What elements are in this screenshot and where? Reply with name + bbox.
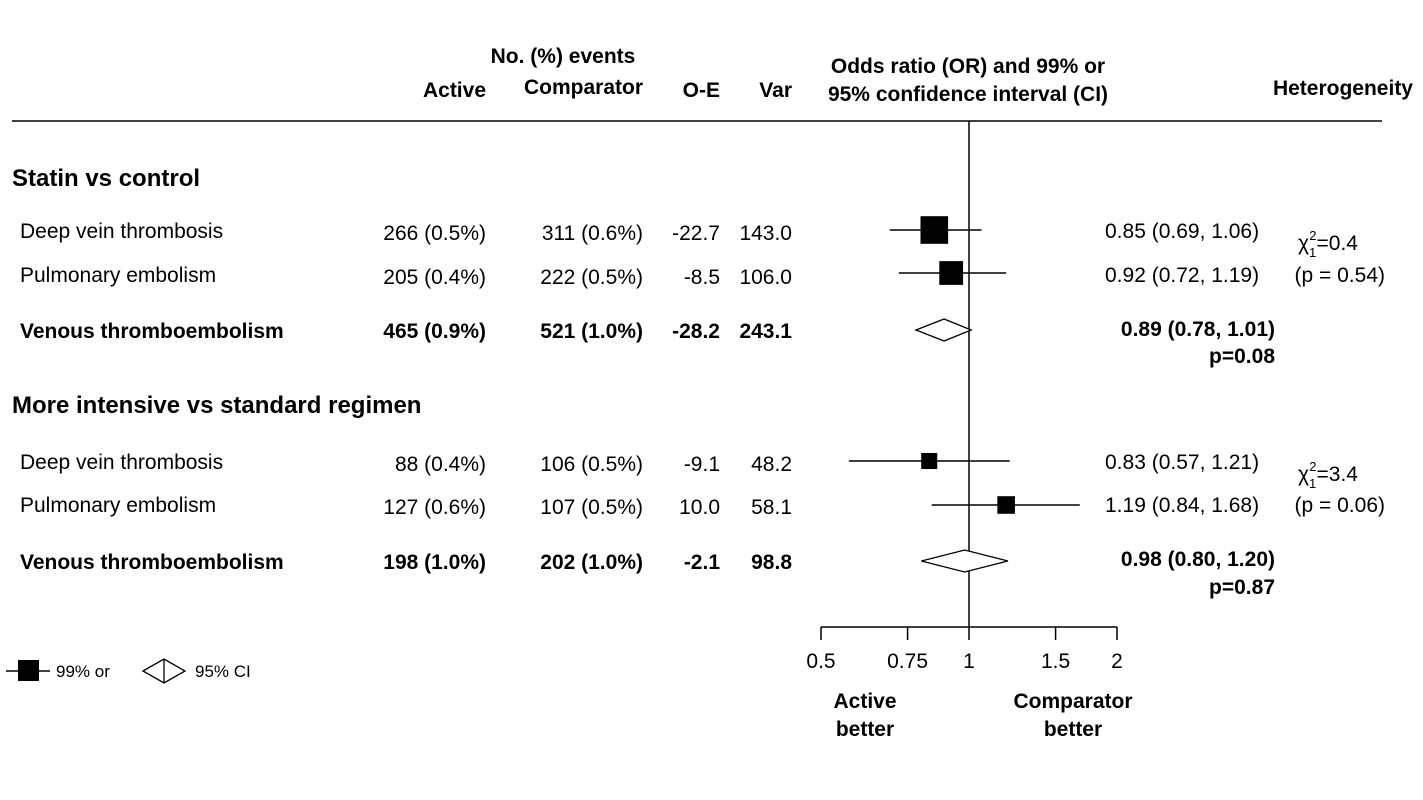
oe-value: -28.2 bbox=[672, 320, 720, 343]
row-label: Deep vein thrombosis bbox=[20, 451, 223, 474]
active-value: 266 (0.5%) bbox=[383, 222, 486, 245]
active-header: Active bbox=[423, 79, 486, 102]
or-ci-text: 0.98 (0.80, 1.20) bbox=[1121, 548, 1275, 571]
oe-value: -8.5 bbox=[684, 266, 720, 289]
var-value: 106.0 bbox=[739, 266, 792, 289]
x-tick-label: 0.5 bbox=[806, 650, 835, 673]
row-label: Pulmonary embolism bbox=[20, 494, 216, 517]
or-ci-text: 0.85 (0.69, 1.06) bbox=[1105, 220, 1259, 243]
active-value: 205 (0.4%) bbox=[383, 266, 486, 289]
comparator-better-label: Comparator bbox=[1013, 690, 1132, 713]
legend-square-icon bbox=[18, 660, 39, 681]
or-header-line2: 95% confidence interval (CI) bbox=[828, 83, 1108, 106]
oe-header: O-E bbox=[683, 79, 720, 102]
x-tick-label: 1 bbox=[963, 650, 975, 673]
or-ci-text: 1.19 (0.84, 1.68) bbox=[1105, 494, 1259, 517]
heterogeneity-chi: χ12=0.4 bbox=[1298, 228, 1358, 260]
comparator-value: 202 (1.0%) bbox=[540, 551, 643, 574]
oe-value: -9.1 bbox=[684, 453, 720, 476]
group-title: Statin vs control bbox=[12, 165, 200, 192]
var-value: 143.0 bbox=[739, 222, 792, 245]
summary-diamond bbox=[914, 318, 973, 342]
oe-value: -22.7 bbox=[672, 222, 720, 245]
heterogeneity-chi: χ12=3.4 bbox=[1298, 459, 1358, 491]
comparator-value: 107 (0.5%) bbox=[540, 496, 643, 519]
events-group-header: No. (%) events bbox=[491, 45, 636, 68]
active-better-label-2: better bbox=[836, 718, 894, 741]
comparator-header: Comparator bbox=[524, 76, 643, 99]
p-value: p=0.87 bbox=[1209, 576, 1275, 599]
p-value: p=0.08 bbox=[1209, 345, 1275, 368]
x-tick-label: 2 bbox=[1111, 650, 1123, 673]
oe-value: -2.1 bbox=[684, 551, 721, 574]
heterogeneity-p: (p = 0.06) bbox=[1295, 494, 1385, 517]
estimate-square bbox=[921, 452, 938, 470]
row-label: Venous thromboembolism bbox=[20, 320, 284, 343]
estimate-square bbox=[920, 216, 949, 244]
x-tick-label: 0.75 bbox=[887, 650, 928, 673]
group-statin: Statin vs control Deep vein thrombosis 2… bbox=[12, 165, 1385, 368]
var-value: 48.2 bbox=[751, 453, 792, 476]
comparator-value: 106 (0.5%) bbox=[540, 453, 643, 476]
var-value: 98.8 bbox=[751, 551, 792, 574]
var-header: Var bbox=[759, 79, 792, 102]
oe-value: 10.0 bbox=[679, 496, 720, 519]
comparator-value: 521 (1.0%) bbox=[540, 320, 643, 343]
heterogeneity-p: (p = 0.54) bbox=[1295, 264, 1385, 287]
or-ci-text: 0.92 (0.72, 1.19) bbox=[1105, 264, 1259, 287]
or-header-line1: Odds ratio (OR) and 99% or bbox=[831, 55, 1105, 78]
estimate-square bbox=[997, 496, 1015, 514]
row-label: Pulmonary embolism bbox=[20, 264, 216, 287]
x-tick-label: 1.5 bbox=[1041, 650, 1070, 673]
active-value: 465 (0.9%) bbox=[383, 320, 486, 343]
row-label: Deep vein thrombosis bbox=[20, 220, 223, 243]
active-better-label: Active bbox=[833, 690, 896, 713]
active-value: 198 (1.0%) bbox=[383, 551, 486, 574]
group-intensive: More intensive vs standard regimen Deep … bbox=[12, 392, 1385, 599]
legend-diamond-label: 95% CI bbox=[195, 662, 251, 681]
column-headers: No. (%) events Active Comparator O-E Var… bbox=[423, 45, 1413, 106]
x-axis: 0.5 0.75 1 1.5 2 bbox=[806, 626, 1123, 673]
active-value: 127 (0.6%) bbox=[383, 496, 486, 519]
summary-diamond bbox=[921, 549, 1009, 573]
estimate-square bbox=[939, 261, 964, 285]
comparator-value: 311 (0.6%) bbox=[542, 222, 643, 245]
legend: 99% or 95% CI bbox=[6, 658, 251, 684]
or-ci-text: 0.89 (0.78, 1.01) bbox=[1121, 318, 1275, 341]
or-ci-text: 0.83 (0.57, 1.21) bbox=[1105, 451, 1259, 474]
comparator-better-label-2: better bbox=[1044, 718, 1102, 741]
var-value: 58.1 bbox=[751, 496, 792, 519]
comparator-value: 222 (0.5%) bbox=[540, 266, 643, 289]
row-label: Venous thromboembolism bbox=[20, 551, 284, 574]
var-value: 243.1 bbox=[739, 320, 792, 343]
active-value: 88 (0.4%) bbox=[395, 453, 486, 476]
plot-marks bbox=[848, 216, 1080, 573]
group-title: More intensive vs standard regimen bbox=[12, 392, 421, 419]
legend-square-label: 99% or bbox=[56, 662, 110, 681]
heterogeneity-header: Heterogeneity bbox=[1273, 77, 1413, 100]
